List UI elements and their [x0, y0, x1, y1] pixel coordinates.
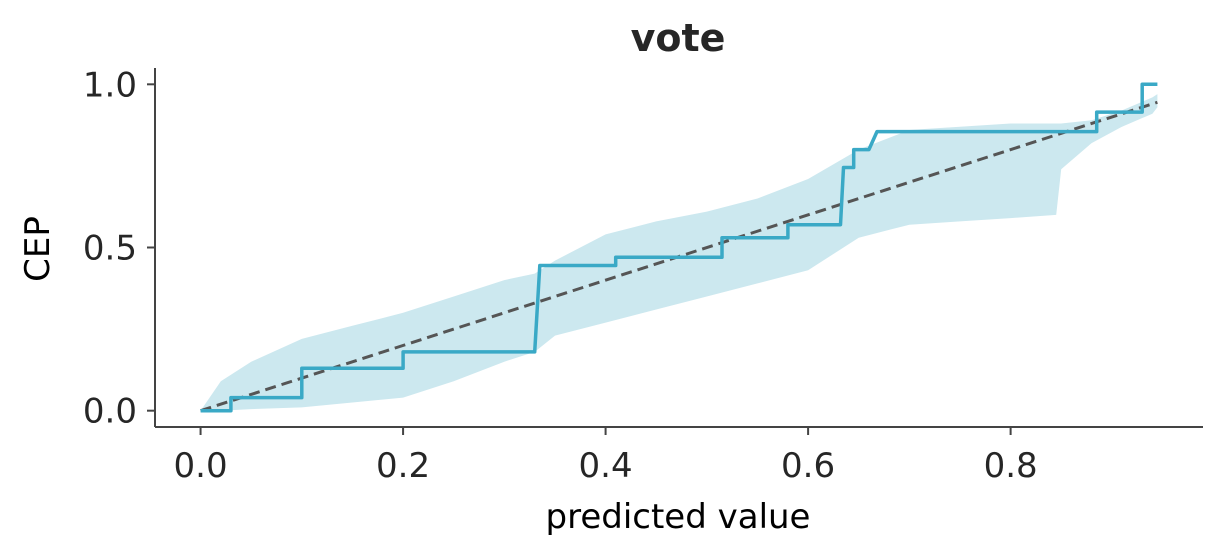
x-tick-label: 0.4: [579, 446, 633, 486]
plot-area: [200, 82, 1158, 413]
x-tick-label: 0.6: [781, 446, 835, 486]
y-axis-label: CEP: [18, 216, 58, 282]
y-tick-label: 0.0: [83, 392, 137, 432]
cep-step-line: [200, 82, 1158, 413]
y-ticks: 0.0 0.5 1.0: [83, 65, 155, 432]
x-ticks: 0.0 0.2 0.4 0.6 0.8: [174, 427, 1038, 486]
x-tick-label: 0.8: [984, 446, 1038, 486]
y-tick-label: 0.5: [83, 229, 137, 269]
x-tick-label: 0.2: [376, 446, 430, 486]
x-axis-label: predicted value: [546, 497, 811, 537]
x-tick-label: 0.0: [174, 446, 228, 486]
confidence-band: [200, 94, 1158, 411]
y-tick-label: 1.0: [83, 65, 137, 105]
chart-title: vote: [631, 16, 726, 60]
